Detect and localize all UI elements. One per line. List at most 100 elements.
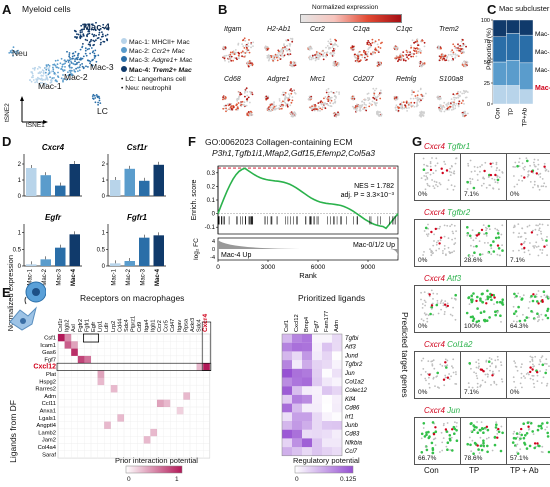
tsne-point [94, 49, 97, 52]
cell-point [513, 296, 516, 299]
feature-point [464, 62, 466, 64]
cell-point [534, 165, 537, 168]
feature-point [334, 48, 336, 50]
tsne-point [45, 74, 47, 77]
tsne-point [75, 57, 78, 60]
feature-point [271, 107, 274, 109]
tsne-point [77, 33, 80, 36]
feature-point [465, 90, 467, 92]
tsne-point [88, 32, 91, 35]
cell-point [470, 244, 472, 247]
feature-point [409, 51, 411, 54]
feature-point [333, 115, 336, 117]
cell-point [483, 242, 486, 244]
feature-point [440, 110, 443, 112]
cell-point [496, 311, 499, 314]
cell-point [479, 311, 483, 314]
feature-point [279, 51, 281, 54]
cell-point [476, 307, 479, 310]
tsne-point [44, 82, 47, 85]
receptor-label: Ldlr [104, 323, 110, 332]
cell-point [465, 311, 469, 315]
cell-point [431, 302, 434, 305]
feature-point [355, 107, 358, 110]
tsne-point [43, 84, 45, 87]
feature-point [402, 55, 405, 57]
cell-point [526, 225, 529, 228]
cell-point-red [496, 436, 499, 439]
feature-point [456, 54, 459, 57]
feature-point [454, 104, 457, 107]
tsne-point [84, 25, 87, 28]
feature-point [249, 101, 251, 104]
receptor-label: Ccr5 [164, 320, 170, 332]
feature-point [353, 53, 356, 56]
reg-cell [292, 360, 302, 369]
cell-point [451, 251, 454, 254]
cell-point-red [439, 236, 443, 239]
stack-legend-label: Mac-4 [535, 85, 550, 92]
stack-segment [506, 19, 520, 34]
coexpr-panel: 7.1% [506, 219, 550, 267]
cell-point [517, 236, 520, 238]
tsne-point [66, 59, 69, 62]
reg-cell [322, 386, 332, 395]
cell-point [425, 448, 429, 452]
tsne-point [88, 41, 91, 44]
reg-cell [282, 412, 292, 421]
reg-cell [332, 429, 342, 439]
feature-point [240, 105, 243, 108]
feature-gene-label: Adgre1 [267, 76, 290, 83]
tsne-point [74, 60, 76, 63]
coexpr-percent: 0% [418, 389, 428, 396]
coexpr-percent: 0% [418, 257, 428, 264]
x-tick-label: Mac-4 [71, 268, 77, 286]
feature-point [247, 45, 250, 48]
cell-point [524, 165, 526, 168]
tsne-point [82, 55, 85, 58]
y-tick-label: 25 [484, 81, 490, 87]
cell-point [455, 425, 458, 428]
reg-cell [292, 394, 302, 404]
feature-point [290, 88, 292, 90]
reg-cell [302, 438, 312, 448]
cell-point [538, 188, 541, 191]
feature-point [252, 45, 254, 47]
cell-point [432, 252, 434, 254]
tsne-point [80, 24, 83, 27]
cell-point [529, 360, 531, 363]
feature-point [276, 56, 278, 59]
feature-point [440, 107, 443, 110]
cell-point [486, 297, 490, 301]
cell-point [440, 308, 442, 311]
tsne-point [71, 73, 74, 76]
feature-point [310, 107, 312, 110]
feature-point [452, 53, 455, 56]
feature-point [376, 43, 379, 46]
feature-plot [222, 87, 254, 117]
feature-point [286, 104, 289, 106]
cell-point [519, 448, 522, 451]
cell-point [420, 318, 423, 320]
cell-point [424, 304, 426, 307]
feature-point [312, 103, 315, 106]
coexpr-scatter [511, 421, 550, 455]
tsne-point [92, 28, 95, 31]
cell-point [532, 229, 534, 232]
cell-point [492, 293, 495, 297]
tsne-point [37, 76, 39, 79]
feature-point [338, 91, 340, 94]
cell-point-red [438, 242, 441, 245]
cell-point [423, 251, 425, 253]
tsne-point [17, 52, 20, 54]
tsne-point [57, 71, 59, 74]
cell-point [485, 437, 488, 440]
tsne-point [69, 71, 72, 73]
cell-point [443, 248, 446, 250]
feature-point [264, 45, 267, 48]
coexpr-percent: 0% [510, 389, 520, 396]
coexpr-panel: 100% [460, 285, 508, 333]
feature-point [423, 45, 426, 48]
cell-point [512, 320, 515, 323]
feature-point [354, 106, 357, 109]
